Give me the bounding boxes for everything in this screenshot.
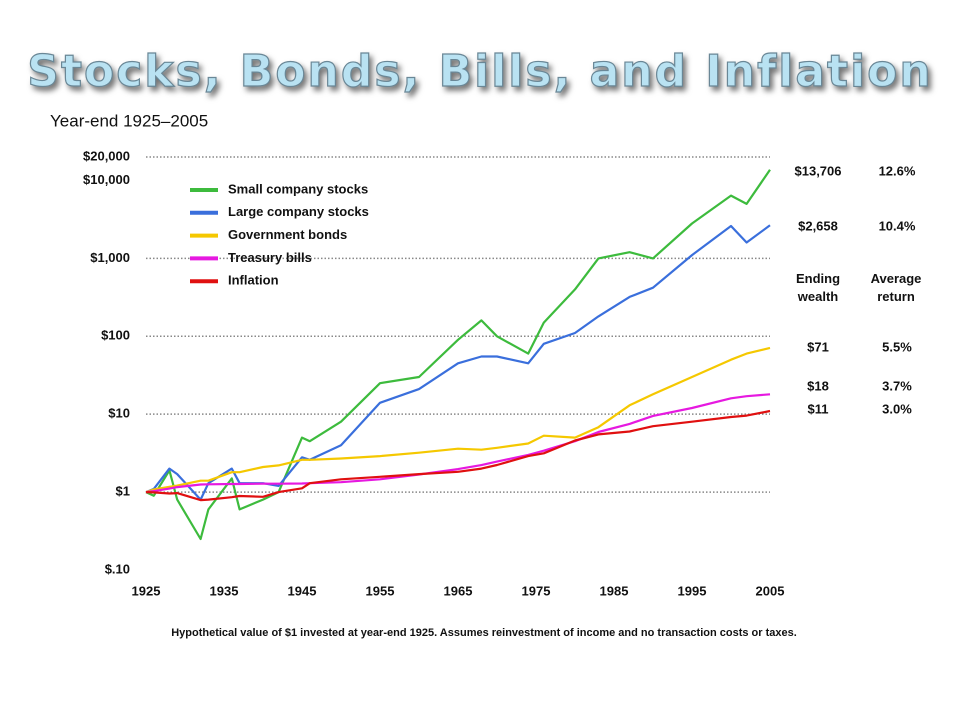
average-return: 10.4%	[879, 218, 916, 233]
average-return: 3.7%	[882, 378, 912, 393]
average-return: 3.0%	[882, 401, 912, 416]
y-tick-label: $10,000	[83, 172, 130, 187]
x-tick-label: 1925	[132, 583, 161, 598]
x-tick-label: 2005	[756, 583, 785, 598]
y-tick-label: $100	[101, 328, 130, 343]
y-tick-label: $1,000	[90, 250, 130, 265]
legend-label: Large company stocks	[228, 204, 369, 219]
legend-label: Government bonds	[228, 227, 347, 242]
series-line	[145, 346, 771, 494]
series-line	[145, 169, 771, 541]
y-tick-label: $20,000	[83, 148, 130, 163]
ending-wealth: $18	[807, 378, 829, 393]
ending-wealth: $71	[807, 339, 829, 354]
ending-wealth: $2,658	[798, 218, 838, 233]
x-tick-label: 1985	[600, 583, 629, 598]
series-line	[145, 224, 771, 501]
ending-wealth: $13,706	[795, 163, 842, 178]
footnote: Hypothetical value of $1 invested at yea…	[171, 627, 797, 639]
x-tick-label: 1995	[678, 583, 707, 598]
return-header: Average return	[870, 271, 922, 304]
legend-label: Inflation	[228, 273, 279, 288]
ending-wealth: $11	[808, 401, 829, 416]
x-tick-label: 1955	[366, 583, 395, 598]
x-tick-label: 1935	[210, 583, 239, 598]
series-line	[145, 409, 771, 502]
y-tick-label: $.10	[105, 561, 130, 576]
legend-label: Treasury bills	[228, 250, 312, 265]
x-tick-label: 1975	[522, 583, 551, 598]
y-tick-label: $10	[108, 406, 130, 421]
subtitle: Year-end 1925–2005	[50, 111, 208, 130]
average-return: 5.5%	[882, 339, 912, 354]
series-line	[145, 393, 771, 494]
x-tick-label: 1945	[288, 583, 317, 598]
chart-title: Stocks, Bonds, Bills, and Inflation	[27, 46, 932, 97]
average-return: 12.6%	[879, 163, 916, 178]
x-tick-label: 1965	[444, 583, 473, 598]
y-tick-label: $1	[116, 484, 130, 499]
legend-label: Small company stocks	[228, 181, 368, 196]
wealth-header: Ending wealth	[795, 271, 841, 304]
